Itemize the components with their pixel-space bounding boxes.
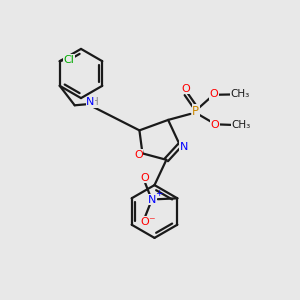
Text: ⁻: ⁻ [148, 215, 154, 228]
Text: P: P [192, 105, 199, 118]
Text: O: O [140, 217, 149, 227]
Text: O: O [211, 120, 219, 130]
Text: O: O [134, 150, 143, 160]
Text: O: O [140, 173, 149, 183]
Text: O: O [181, 84, 190, 94]
Text: CH₃: CH₃ [232, 120, 251, 130]
Text: CH₃: CH₃ [231, 89, 250, 99]
Text: H: H [91, 97, 99, 107]
Text: N: N [180, 142, 188, 152]
Text: O: O [210, 89, 218, 99]
Text: N: N [148, 195, 156, 205]
Text: Cl: Cl [64, 55, 75, 65]
Text: N: N [86, 97, 94, 107]
Text: +: + [155, 189, 162, 198]
